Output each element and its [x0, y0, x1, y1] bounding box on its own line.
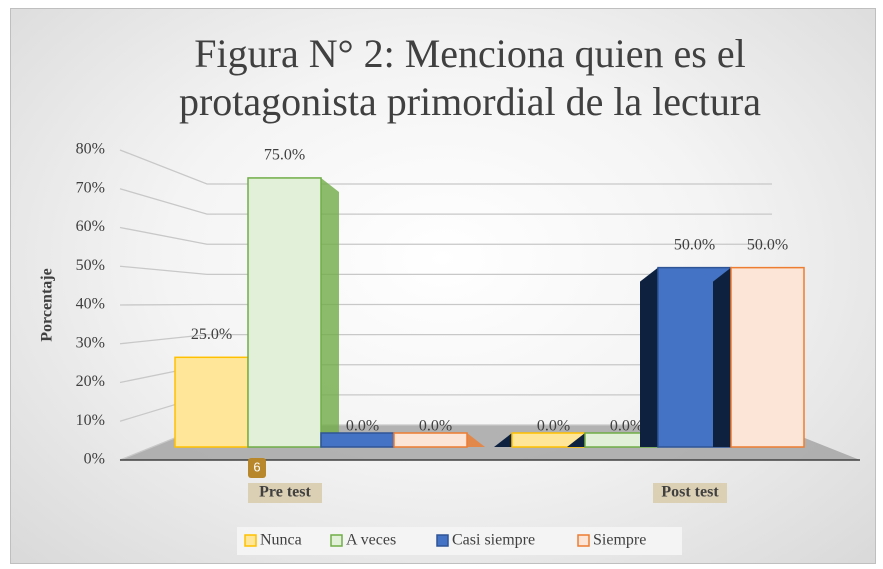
value-label: 0.0%	[537, 418, 570, 435]
bar-side	[467, 433, 485, 447]
grid-line	[119, 149, 772, 185]
value-label: 25.0%	[191, 326, 232, 343]
bar	[730, 266, 805, 448]
category-label-group: Post test	[653, 483, 727, 503]
y-tick-label: 50%	[76, 257, 105, 274]
x-tick-label: Post test	[661, 484, 719, 501]
legend-swatch	[577, 534, 590, 547]
bar	[320, 432, 395, 448]
grid-line	[119, 226, 772, 245]
grid-line	[119, 333, 772, 345]
y-tick-label: 60%	[76, 218, 105, 235]
category-label-bg	[653, 483, 727, 503]
value-label: 0.0%	[610, 418, 643, 435]
bar-side	[494, 433, 512, 447]
value-label: 50.0%	[674, 236, 715, 253]
value-label: 0.0%	[346, 418, 379, 435]
legend-label: Siempre	[593, 532, 646, 549]
legend-swatch	[244, 534, 257, 547]
legend-label: Nunca	[260, 532, 302, 549]
y-tick-label: 30%	[76, 334, 105, 351]
legend-swatch	[330, 534, 343, 547]
value-label: 75.0%	[264, 147, 305, 164]
y-tick-label: 20%	[76, 373, 105, 390]
y-tick-label: 40%	[76, 296, 105, 313]
value-label: 0.0%	[419, 418, 452, 435]
bar	[174, 356, 249, 448]
bar-side	[640, 267, 658, 447]
badge-label: 6	[253, 459, 260, 474]
legend-label: A veces	[346, 532, 396, 549]
value-label: 50.0%	[747, 236, 788, 253]
legend-swatch	[436, 534, 449, 547]
category-label-bg	[248, 483, 322, 503]
grid-line	[119, 265, 772, 276]
legend-label: Casi siempre	[452, 532, 535, 549]
y-axis-title: Porcentaje	[39, 268, 56, 341]
badge	[248, 458, 266, 478]
y-tick-label: 80%	[76, 141, 105, 158]
bar-side	[321, 177, 339, 447]
y-tick-label: 10%	[76, 412, 105, 429]
bar-side	[567, 433, 585, 447]
y-tick-label: 70%	[76, 179, 105, 196]
bar	[393, 432, 468, 448]
x-tick-label: Pre test	[259, 484, 311, 501]
grid-line	[119, 303, 772, 306]
bar	[247, 177, 322, 448]
y-tick-label: 0%	[84, 451, 105, 468]
bar-side	[713, 267, 731, 447]
grid-line	[119, 188, 772, 215]
category-label-group: Pre test	[248, 483, 322, 503]
chart-title: Figura N° 2: Menciona quien es el protag…	[178, 31, 761, 124]
legend-bg	[237, 527, 682, 555]
